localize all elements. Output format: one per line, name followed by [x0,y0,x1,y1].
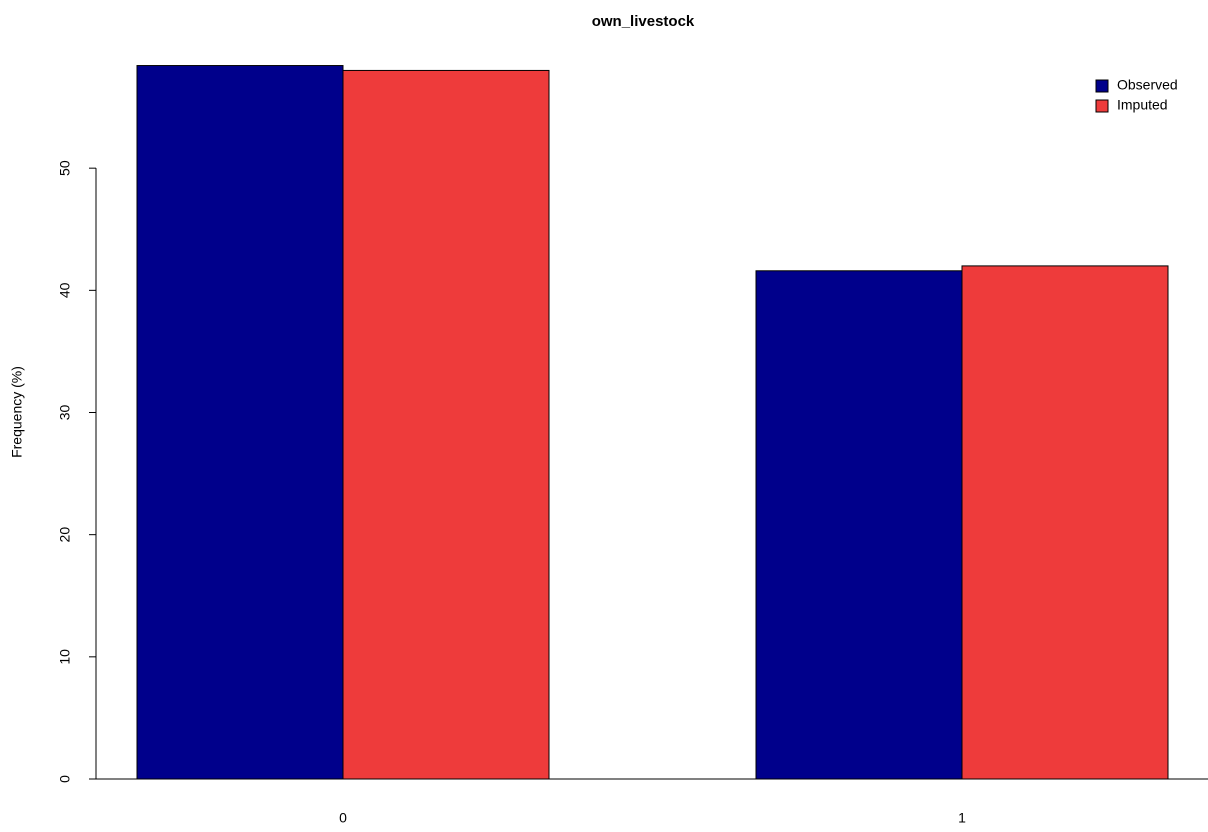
y-tick-label: 10 [57,649,73,665]
y-tick-label: 40 [57,282,73,298]
y-tick-label: 50 [57,160,73,176]
bar [342,69,550,780]
bar [961,265,1169,780]
legend-swatch [1095,99,1109,113]
y-tick-label: 0 [57,775,73,783]
y-tick-label: 30 [57,405,73,421]
x-tick-label: 0 [339,810,347,826]
y-axis-label: Frequency (%) [9,366,25,458]
chart-title: own_livestock [592,13,695,30]
bar [755,270,963,780]
y-tick-label: 20 [57,527,73,543]
x-tick-label: 1 [958,810,966,826]
legend-swatch [1095,79,1109,93]
bar [136,65,344,780]
legend-label: Observed [1117,77,1178,93]
legend-label: Imputed [1117,97,1168,113]
